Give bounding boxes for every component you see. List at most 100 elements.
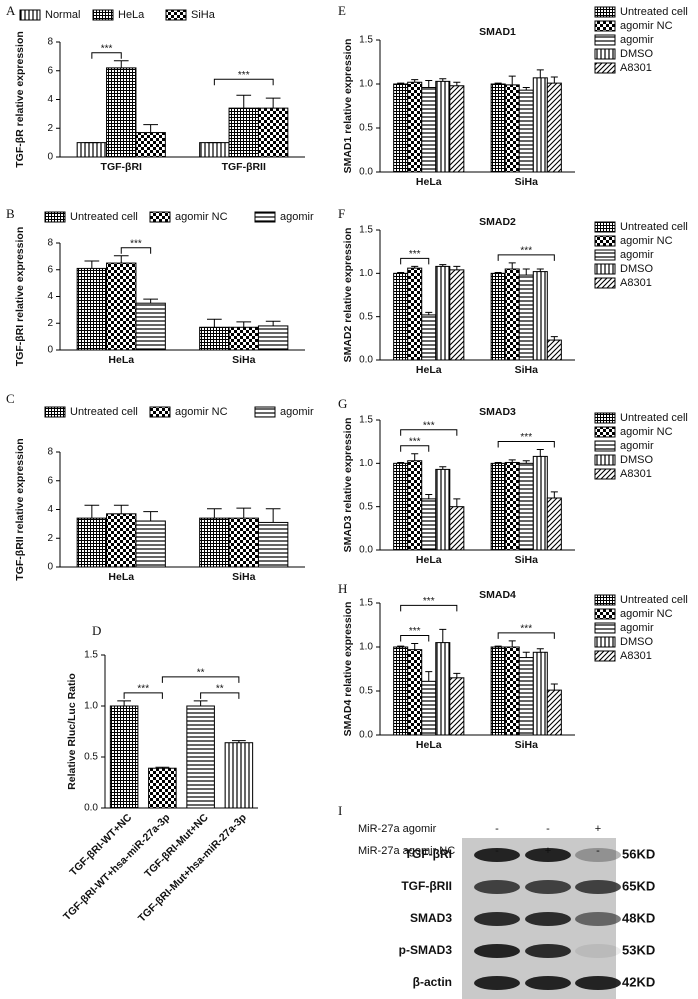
x-tick-label: HeLa: [416, 364, 442, 376]
error-bar: [522, 87, 530, 91]
x-tick-label: HeLa: [108, 354, 134, 366]
bar: [199, 142, 230, 158]
error-bar: [397, 645, 405, 647]
bar: [135, 302, 166, 351]
y-tick-label: 1.5: [359, 598, 373, 609]
legend-swatch: [594, 34, 616, 46]
error-bar: [536, 268, 544, 272]
legend-label: HeLa: [118, 9, 145, 21]
panel-label: D: [92, 623, 101, 638]
bar: [135, 520, 166, 568]
significance-label: ***: [423, 420, 435, 431]
y-tick-label: 4: [47, 291, 53, 302]
legend-label: agomir NC: [620, 608, 673, 620]
blot-band: [474, 880, 520, 894]
legend-label: DMSO: [620, 263, 653, 275]
chart-panel: A TGF-βR relative expression 0 2 4 6 8 TGF-βRI T…: [6, 3, 305, 173]
legend-swatch: [594, 48, 616, 60]
y-tick-label: 1.5: [359, 225, 373, 236]
bar: [490, 646, 506, 736]
error-bar: [536, 448, 544, 457]
protein-label: TGF-βRI: [405, 847, 452, 861]
significance-label: **: [197, 668, 205, 679]
condition-label: MiR-27a agomir NC: [358, 845, 455, 857]
error-bar: [508, 459, 516, 463]
legend-label: Normal: [45, 9, 80, 21]
legend-swatch: [594, 6, 616, 18]
legend-label: agomir: [620, 440, 654, 452]
bar: [518, 657, 534, 736]
legend-swatch: [44, 406, 66, 418]
bar: [135, 132, 166, 158]
error-bar: [508, 640, 516, 647]
legend-label: Untreated cell: [620, 221, 688, 233]
bar: [449, 85, 465, 173]
bar: [435, 265, 451, 361]
bar: [504, 84, 520, 173]
x-tick-label: TGF-βRII: [222, 161, 266, 173]
legend-swatch: [92, 9, 114, 21]
error-bar: [193, 700, 208, 706]
panel-label: G: [338, 396, 347, 411]
error-bar: [265, 97, 281, 109]
error-bar: [439, 78, 447, 82]
bar: [407, 81, 423, 173]
y-axis-label: Relative Rluc/Luc Ratio: [66, 673, 78, 790]
bar: [109, 705, 139, 809]
error-bar: [143, 511, 158, 521]
legend-swatch: [165, 9, 187, 21]
significance-label: ***: [409, 249, 421, 260]
chart-title: SMAD3: [479, 406, 516, 418]
error-bar: [550, 491, 558, 498]
legend-swatch: [594, 426, 616, 438]
significance-bracket: [213, 78, 274, 86]
legend-swatch: [594, 594, 616, 606]
size-label: 48KD: [622, 910, 655, 925]
bar: [199, 326, 230, 351]
bar: [228, 517, 259, 568]
x-tick-label: HeLa: [416, 176, 442, 188]
bar: [532, 455, 548, 551]
x-tick-label: HeLa: [108, 571, 134, 583]
legend-label: A8301: [620, 650, 652, 662]
bar: [449, 677, 465, 736]
y-tick-label: 1.0: [359, 268, 373, 279]
bar: [257, 107, 289, 158]
y-axis-label: SMAD2 relative expression: [342, 228, 354, 363]
blot-band: [474, 976, 520, 990]
legend-swatch: [594, 221, 616, 233]
condition-sign: +: [595, 823, 601, 835]
blot-band: [525, 976, 571, 990]
y-tick-label: 1.0: [84, 701, 98, 712]
bar: [532, 77, 548, 173]
blot-band: [474, 848, 520, 862]
bar: [421, 87, 437, 173]
legend-swatch: [594, 277, 616, 289]
x-tick-label: TGF-βRI: [101, 161, 142, 173]
bar: [76, 142, 108, 158]
legend-swatch: [594, 454, 616, 466]
x-tick-label: HeLa: [416, 739, 442, 751]
error-bar: [453, 672, 461, 678]
significance-bracket: [400, 257, 430, 265]
y-tick-label: 1.5: [359, 35, 373, 46]
y-tick-label: 0.5: [359, 123, 373, 134]
error-bar: [113, 255, 129, 264]
size-label: 65KD: [622, 878, 655, 893]
significance-bracket: [120, 247, 152, 254]
legend-label: Untreated cell: [620, 6, 688, 18]
error-bar: [207, 318, 222, 328]
chart-title: SMAD4: [479, 589, 516, 601]
error-bar: [265, 320, 281, 326]
bar: [490, 83, 506, 173]
x-tick-label: TGF-βRI-WT+NC: [67, 811, 134, 878]
significance-bracket: [497, 254, 555, 261]
legend-label: agomir NC: [620, 20, 673, 32]
legend-label: A8301: [620, 62, 652, 74]
blot-band: [575, 880, 621, 894]
error-bar: [411, 642, 419, 650]
significance-bracket: [400, 604, 458, 612]
panel-label: F: [338, 206, 345, 221]
bar: [393, 83, 409, 173]
condition-label: MiR-27a agomir: [358, 823, 437, 835]
